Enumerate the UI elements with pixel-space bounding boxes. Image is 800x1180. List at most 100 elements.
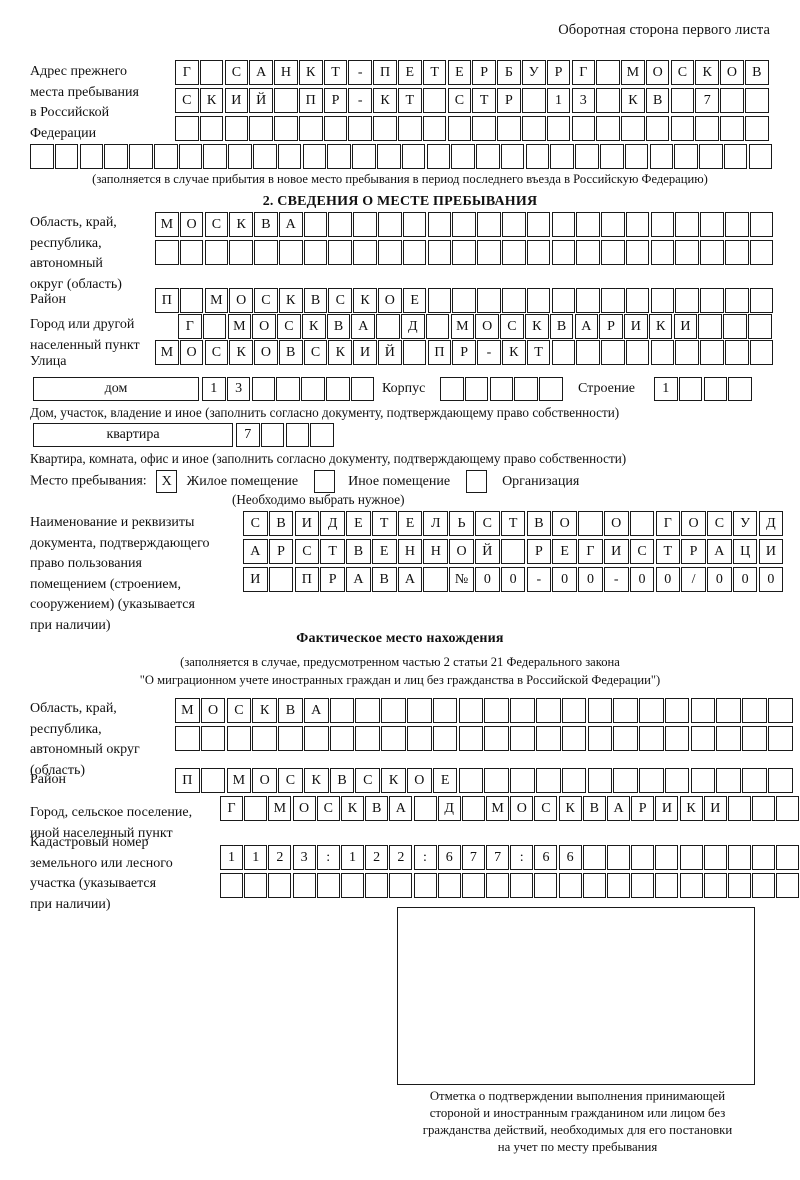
char-cell[interactable]: О — [449, 539, 474, 564]
char-cell[interactable] — [179, 288, 204, 313]
char-cell[interactable] — [525, 144, 550, 169]
char-cell[interactable] — [202, 314, 227, 339]
char-cell[interactable] — [413, 873, 437, 898]
char-cell[interactable] — [200, 726, 226, 751]
char-cell[interactable] — [432, 698, 458, 723]
char-cell[interactable] — [268, 873, 292, 898]
char-cell[interactable]: Б — [497, 60, 521, 85]
char-cell[interactable] — [613, 726, 638, 751]
char-cell[interactable]: О — [179, 340, 204, 365]
char-cell[interactable] — [727, 845, 751, 870]
char-cell[interactable] — [521, 116, 546, 141]
char-cell[interactable]: П — [298, 88, 323, 113]
char-cell[interactable]: Г — [175, 60, 199, 85]
char-cell[interactable]: Р — [631, 796, 655, 821]
char-cell[interactable] — [599, 144, 624, 169]
char-cell[interactable] — [220, 873, 243, 898]
char-cell[interactable] — [526, 240, 551, 265]
char-cell[interactable] — [200, 768, 226, 793]
char-cell[interactable] — [724, 288, 749, 313]
char-cell[interactable]: С — [670, 60, 695, 85]
char-cell[interactable] — [464, 377, 489, 401]
char-cell[interactable]: В — [526, 511, 552, 536]
char-cell[interactable] — [249, 116, 273, 141]
char-cell[interactable] — [596, 116, 620, 141]
char-cell[interactable] — [601, 240, 625, 265]
char-cell[interactable]: Н — [423, 539, 449, 564]
char-cell[interactable]: О — [603, 511, 629, 536]
char-cell[interactable] — [664, 726, 690, 751]
char-cell[interactable]: Г — [178, 314, 202, 339]
char-cell[interactable]: 1 — [654, 377, 678, 401]
char-cell[interactable]: Й — [249, 88, 273, 113]
char-cell[interactable] — [535, 726, 561, 751]
char-cell[interactable]: 0 — [629, 567, 655, 592]
char-cell[interactable]: Р — [320, 567, 345, 592]
char-cell[interactable] — [749, 240, 774, 265]
char-cell[interactable]: А — [351, 314, 376, 339]
char-cell[interactable] — [578, 511, 603, 536]
char-cell[interactable]: 7 — [461, 845, 485, 870]
char-cell[interactable]: Т — [526, 340, 551, 365]
char-cell[interactable]: 0 — [758, 567, 784, 592]
char-cell[interactable] — [204, 240, 229, 265]
char-cell[interactable] — [767, 726, 793, 751]
char-cell[interactable] — [276, 377, 300, 401]
char-cell[interactable]: В — [371, 567, 397, 592]
char-cell[interactable]: Г — [571, 60, 596, 85]
char-cell[interactable] — [510, 698, 535, 723]
char-cell[interactable]: 1 — [546, 88, 571, 113]
char-cell[interactable] — [277, 144, 302, 169]
char-cell[interactable] — [353, 212, 377, 237]
char-cell[interactable] — [461, 796, 485, 821]
char-cell[interactable] — [703, 845, 727, 870]
char-cell[interactable] — [613, 768, 638, 793]
char-cell[interactable]: Р — [681, 539, 706, 564]
flat-number-cells[interactable]: 7 — [236, 423, 334, 447]
char-cell[interactable]: 3 — [292, 845, 316, 870]
char-cell[interactable]: М — [155, 340, 179, 365]
char-cell[interactable]: И — [294, 511, 320, 536]
char-cell[interactable] — [723, 314, 747, 339]
char-cell[interactable]: Н — [397, 539, 423, 564]
char-cell[interactable]: О — [179, 212, 204, 237]
char-cell[interactable] — [402, 240, 427, 265]
char-cell[interactable] — [427, 212, 452, 237]
char-cell[interactable]: 3 — [226, 377, 251, 401]
char-cell[interactable] — [179, 240, 204, 265]
char-cell[interactable] — [625, 340, 650, 365]
char-cell[interactable]: Г — [578, 539, 603, 564]
char-cell[interactable] — [561, 726, 587, 751]
char-cell[interactable]: Д — [758, 511, 784, 536]
char-cell[interactable]: И — [703, 796, 727, 821]
char-cell[interactable] — [748, 144, 773, 169]
char-cell[interactable] — [260, 423, 285, 447]
char-cell[interactable]: - — [477, 340, 501, 365]
char-cell[interactable] — [749, 212, 774, 237]
char-cell[interactable]: О — [720, 60, 744, 85]
char-cell[interactable] — [477, 240, 501, 265]
confirmation-stamp-box[interactable] — [397, 907, 755, 1085]
korpus-cells[interactable] — [440, 377, 563, 401]
char-cell[interactable] — [649, 144, 674, 169]
char-cell[interactable]: : — [413, 845, 437, 870]
char-cell[interactable] — [500, 539, 526, 564]
char-cell[interactable]: В — [365, 796, 389, 821]
char-cell[interactable]: О — [252, 768, 277, 793]
char-cell[interactable] — [329, 726, 355, 751]
char-cell[interactable] — [690, 698, 716, 723]
char-cell[interactable] — [675, 240, 699, 265]
char-cell[interactable] — [461, 873, 485, 898]
char-cell[interactable] — [301, 377, 325, 401]
char-cell[interactable] — [79, 144, 104, 169]
char-cell[interactable] — [698, 314, 722, 339]
char-cell[interactable]: Ь — [449, 511, 474, 536]
char-cell[interactable]: Й — [475, 539, 500, 564]
char-cell[interactable]: А — [243, 539, 268, 564]
char-cell[interactable] — [601, 340, 625, 365]
char-cell[interactable]: / — [681, 567, 706, 592]
char-cell[interactable]: - — [348, 60, 373, 85]
char-cell[interactable] — [253, 144, 277, 169]
